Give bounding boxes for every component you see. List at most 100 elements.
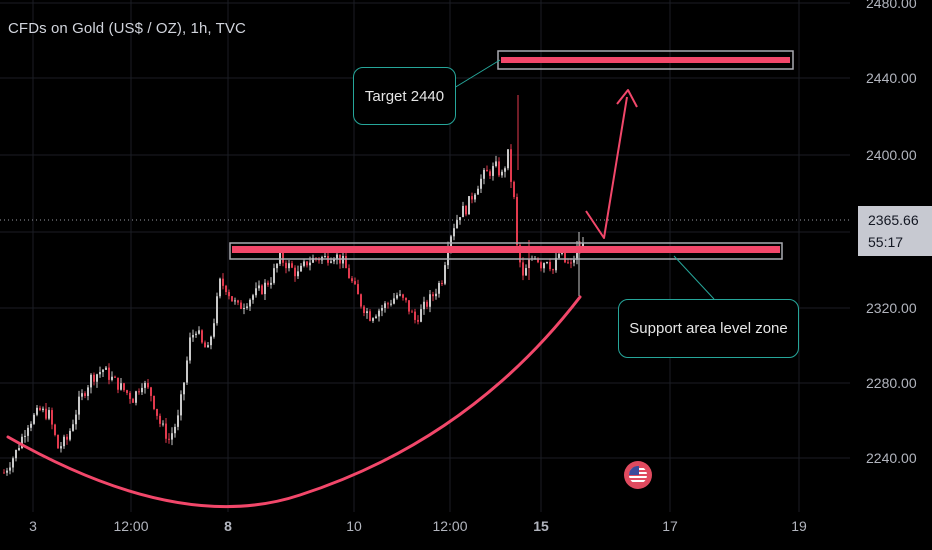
candle-body: [72, 424, 74, 431]
candle-body: [360, 294, 362, 307]
candle-body: [180, 394, 182, 416]
candle-body: [435, 293, 437, 297]
x-tick-label: 3: [29, 518, 37, 534]
candle-body: [402, 294, 404, 298]
candle-body: [240, 302, 242, 309]
candle-body: [525, 268, 527, 276]
candle-body: [201, 330, 203, 343]
candle-body: [144, 382, 146, 388]
x-tick-label: 10: [346, 518, 362, 534]
candle-body: [204, 342, 206, 348]
candle-body: [258, 285, 260, 289]
candle-body: [69, 430, 71, 440]
candle-body: [249, 299, 251, 307]
candle-body: [378, 310, 380, 317]
candle-body: [462, 205, 464, 218]
candle-body: [513, 181, 515, 197]
candle-body: [9, 467, 11, 471]
candle-body: [45, 408, 47, 419]
candle-body: [171, 433, 173, 440]
candle-body: [543, 263, 545, 269]
rounding-bottom-arc: [6, 295, 582, 509]
candle-body: [393, 298, 395, 304]
candle-body: [372, 318, 374, 321]
candle-body: [354, 281, 356, 285]
candle-body: [222, 278, 224, 286]
support-zone-box: [229, 242, 783, 260]
candle-body: [288, 263, 290, 269]
candle-body: [18, 448, 20, 451]
candle-body: [246, 306, 248, 309]
candle-body: [102, 369, 104, 373]
candle-body: [333, 258, 335, 262]
support-callout[interactable]: Support area level zone: [618, 299, 799, 358]
candle-body: [183, 382, 185, 395]
candle-body: [486, 169, 488, 172]
target-callout-pointer: [453, 59, 501, 89]
candle-body: [6, 470, 8, 473]
x-tick-label: 17: [662, 518, 678, 534]
candle-body: [186, 360, 188, 383]
y-tick-label: 2400.00: [866, 147, 917, 163]
us-flag-icon[interactable]: [624, 461, 652, 489]
support-callout-pointer: [673, 255, 715, 300]
candle-body: [480, 178, 482, 189]
candle-body: [432, 294, 434, 297]
candle-body: [252, 295, 254, 300]
candle-body: [504, 168, 506, 172]
candle-body: [3, 472, 5, 474]
candle-body: [219, 278, 221, 297]
candle-body: [84, 393, 86, 396]
candle-body: [450, 236, 452, 248]
candle-body: [267, 282, 269, 285]
candle-body: [51, 410, 53, 425]
target-zone-line: [501, 57, 790, 63]
candle-body: [39, 407, 41, 411]
candle-body: [159, 415, 161, 424]
candle-body: [90, 374, 92, 388]
candle-body: [225, 285, 227, 293]
candle-body: [117, 377, 119, 390]
x-tick-label: 12:00: [113, 518, 148, 534]
candle-body: [477, 188, 479, 195]
candle-body: [261, 285, 263, 295]
candle-body: [279, 252, 281, 264]
candle-body: [540, 262, 542, 269]
candle-body: [60, 446, 62, 449]
y-tick-label: 2480.00: [866, 0, 917, 11]
candle-body: [507, 149, 509, 169]
candle-body: [126, 390, 128, 393]
candle-body: [369, 311, 371, 321]
candle-body: [384, 303, 386, 309]
candle-body: [399, 294, 401, 296]
candle-body: [153, 395, 155, 409]
candle-body: [165, 423, 167, 439]
candle-body: [213, 323, 215, 337]
candle-body: [510, 149, 512, 182]
candle-body: [573, 259, 575, 263]
candle-body: [81, 393, 83, 397]
x-tick-label: 12:00: [432, 518, 467, 534]
candle-body: [363, 306, 365, 314]
candle-body: [78, 396, 80, 415]
candle-body: [147, 382, 149, 388]
candle-body: [156, 408, 158, 416]
projection-arrow-line: [585, 96, 628, 239]
candle-body: [501, 171, 503, 176]
target-callout[interactable]: Target 2440: [353, 67, 456, 125]
candle-body: [36, 407, 38, 415]
candle-body: [114, 376, 116, 378]
candle-body: [309, 262, 311, 266]
candle-body: [177, 415, 179, 427]
candle-body: [483, 169, 485, 179]
candle-body: [24, 435, 26, 437]
candle-body: [141, 387, 143, 393]
y-tick-label: 2440.00: [866, 70, 917, 86]
candle-body: [519, 245, 521, 263]
candle-body: [474, 194, 476, 200]
candle-body: [135, 391, 137, 403]
x-tick-label: 15: [533, 518, 549, 534]
y-tick-label: 2320.00: [866, 300, 917, 316]
candle-body: [21, 436, 23, 449]
candle-body: [57, 434, 59, 449]
